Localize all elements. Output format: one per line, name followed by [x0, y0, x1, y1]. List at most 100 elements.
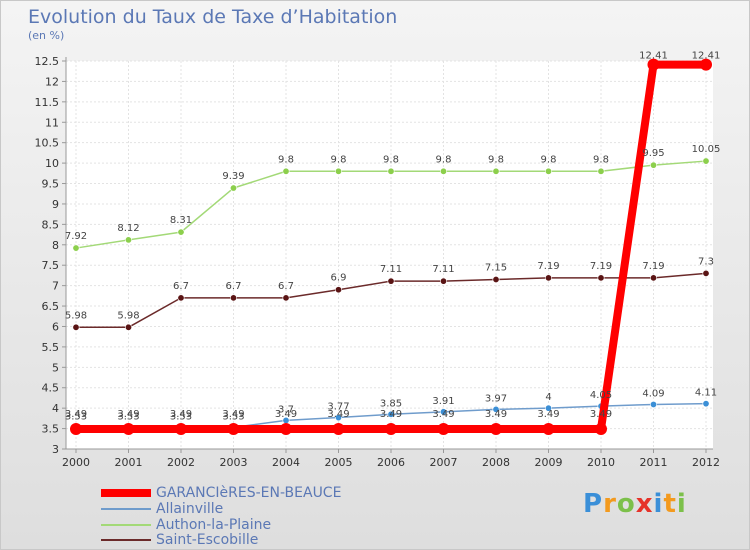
x-tick-label: 2005	[325, 456, 353, 469]
plot-area	[66, 61, 713, 449]
x-tick-label: 2011	[640, 456, 668, 469]
x-tick-label: 2002	[167, 456, 195, 469]
data-label-allainville: 3.91	[432, 396, 454, 407]
data-point-saint_escobille	[492, 276, 500, 284]
legend-swatch-garancieres	[101, 489, 151, 497]
data-label-allainville: 3.53	[65, 411, 87, 422]
data-label-allainville: 4.11	[695, 388, 717, 399]
data-point-authon	[544, 167, 552, 175]
data-label-authon: 9.95	[642, 148, 664, 159]
logo-letter: i	[653, 489, 664, 519]
data-point-saint_escobille	[334, 286, 342, 294]
data-point-garancieres	[332, 422, 345, 435]
data-point-garancieres	[647, 58, 660, 71]
data-label-authon: 10.05	[692, 144, 721, 155]
logo-letter: t	[663, 489, 677, 519]
data-point-authon	[125, 236, 133, 244]
y-tick-label: 6	[52, 320, 59, 333]
data-point-allainville	[649, 400, 657, 408]
data-point-authon	[387, 167, 395, 175]
legend-swatch-authon	[101, 524, 151, 526]
data-label-saint_escobille: 7.19	[590, 261, 612, 272]
y-tick-label: 3	[52, 443, 59, 456]
data-point-authon	[439, 167, 447, 175]
data-label-saint_escobille: 7.11	[432, 264, 454, 275]
data-point-garancieres	[175, 422, 187, 435]
data-point-authon	[597, 167, 605, 175]
data-label-saint_escobille: 7.19	[642, 261, 664, 272]
data-label-allainville: 3.77	[327, 402, 349, 413]
data-point-saint_escobille	[177, 294, 185, 302]
data-label-garancieres: 3.49	[590, 409, 612, 420]
data-label-garancieres: 3.49	[485, 409, 507, 420]
data-label-authon: 9.8	[278, 154, 294, 165]
data-label-allainville: 3.85	[380, 398, 402, 409]
data-point-authon	[492, 167, 500, 175]
data-point-saint_escobille	[282, 294, 290, 302]
data-point-saint_escobille	[72, 323, 80, 331]
data-label-authon: 8.12	[117, 223, 139, 234]
y-tick-label: 3.5	[42, 423, 60, 436]
data-label-garancieres: 12.41	[692, 51, 721, 62]
legend-label-saint-escobille: Saint-Escobille	[156, 532, 259, 548]
data-point-authon	[649, 161, 657, 169]
data-point-authon	[702, 157, 710, 165]
data-point-allainville	[544, 404, 552, 412]
data-point-garancieres	[700, 58, 712, 71]
data-label-authon: 8.31	[170, 215, 192, 226]
data-label-garancieres: 3.49	[537, 409, 559, 420]
x-tick-label: 2012	[692, 456, 720, 469]
x-tick-label: 2000	[62, 456, 90, 469]
data-label-garancieres: 3.49	[275, 409, 297, 420]
data-label-authon: 9.8	[488, 154, 504, 165]
data-label-allainville: 4.09	[642, 388, 664, 399]
y-tick-label: 9.5	[42, 178, 60, 191]
data-point-garancieres	[70, 422, 82, 435]
data-point-authon	[177, 228, 185, 236]
data-label-saint_escobille: 5.98	[65, 310, 87, 321]
x-tick-label: 2009	[535, 456, 563, 469]
x-tick-label: 2007	[430, 456, 458, 469]
logo-letter: P	[583, 489, 604, 519]
data-point-saint_escobille	[387, 277, 395, 285]
legend-swatch-allainville	[101, 508, 151, 510]
y-tick-label: 9	[52, 198, 59, 211]
legend-label-allainville: Allainville	[156, 501, 224, 517]
data-label-saint_escobille: 7.19	[537, 261, 559, 272]
data-label-saint_escobille: 6.7	[173, 281, 189, 292]
data-label-authon: 9.8	[436, 154, 452, 165]
y-tick-label: 12.5	[35, 55, 60, 68]
y-tick-label: 4	[52, 402, 59, 415]
data-label-allainville: 4.05	[590, 390, 612, 401]
data-point-allainville	[334, 414, 342, 422]
data-point-allainville	[492, 405, 500, 413]
data-label-allainville: 3.53	[170, 411, 192, 422]
data-point-garancieres	[437, 422, 450, 435]
y-tick-label: 6.5	[42, 300, 60, 313]
data-point-allainville	[702, 400, 710, 408]
logo-letter: r	[603, 489, 617, 519]
y-tick-label: 8.5	[42, 218, 60, 231]
data-label-allainville: 3.7	[278, 404, 294, 415]
data-point-garancieres	[122, 422, 135, 435]
x-tick-label: 2010	[587, 456, 615, 469]
data-point-garancieres	[227, 422, 240, 435]
data-point-saint_escobille	[649, 274, 657, 282]
x-tick-label: 2003	[220, 456, 248, 469]
x-tick-label: 2004	[272, 456, 300, 469]
data-label-allainville: 3.97	[485, 393, 507, 404]
logo-letter: x	[635, 489, 654, 519]
data-label-saint_escobille: 6.7	[278, 281, 294, 292]
y-tick-label: 10.5	[35, 137, 60, 150]
y-tick-label: 4.5	[42, 382, 60, 395]
data-label-garancieres: 3.49	[380, 409, 402, 420]
data-label-saint_escobille: 7.11	[380, 264, 402, 275]
y-tick-label: 10	[45, 157, 59, 170]
chart-subtitle: (en %)	[28, 29, 65, 42]
data-label-garancieres: 3.49	[117, 409, 139, 420]
x-tick-label: 2001	[115, 456, 143, 469]
data-point-garancieres	[385, 422, 397, 435]
data-point-garancieres	[542, 422, 555, 435]
data-label-authon: 9.8	[383, 154, 399, 165]
